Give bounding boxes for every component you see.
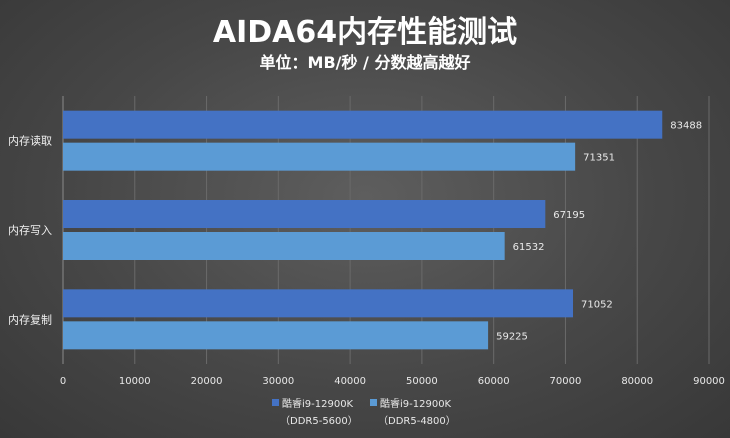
bar bbox=[63, 110, 663, 139]
legend-swatch bbox=[272, 399, 279, 406]
x-tick-label: 90000 bbox=[693, 376, 725, 387]
bar bbox=[63, 232, 505, 260]
category-label: 内存写入 bbox=[8, 223, 52, 237]
legend-label-sub: （DDR5-5600） bbox=[280, 415, 358, 427]
data-label: 71052 bbox=[581, 299, 613, 310]
bar bbox=[63, 321, 489, 350]
data-label: 83488 bbox=[670, 121, 702, 132]
x-tick-label: 0 bbox=[60, 376, 66, 387]
labels-group: 0 10000 20000 30000 40000 50000 60000 70000 8000… bbox=[8, 121, 725, 387]
legend-label-sub: （DDR5-4800） bbox=[378, 415, 456, 427]
data-label: 59225 bbox=[496, 331, 528, 342]
category-label: 内存复制 bbox=[8, 312, 52, 326]
bar bbox=[63, 289, 573, 318]
x-tick-label: 60000 bbox=[478, 376, 510, 387]
chart-subtitle: 单位：MB/秒 / 分数越高越好 bbox=[260, 53, 471, 72]
bars-group bbox=[63, 110, 663, 350]
chart-title: AIDA64内存性能测试 bbox=[213, 15, 517, 50]
x-tick-label: 40000 bbox=[334, 376, 366, 387]
x-tick-label: 20000 bbox=[191, 376, 223, 387]
bar bbox=[63, 142, 576, 171]
category-label: 内存读取 bbox=[8, 134, 52, 148]
legend: 酷睿i9-12900K （DDR5-5600） 酷睿i9-12900K （DDR5-4… bbox=[272, 397, 456, 427]
x-tick-label: 50000 bbox=[406, 376, 438, 387]
data-label: 61532 bbox=[513, 242, 545, 253]
data-label: 71351 bbox=[583, 153, 615, 164]
legend-label: 酷睿i9-12900K bbox=[282, 397, 354, 410]
x-tick-label: 30000 bbox=[262, 376, 294, 387]
legend-label: 酷睿i9-12900K bbox=[380, 397, 452, 410]
gridlines bbox=[62, 96, 710, 364]
bar bbox=[63, 200, 546, 228]
x-tick-label: 10000 bbox=[119, 376, 151, 387]
data-label: 67195 bbox=[553, 210, 585, 221]
legend-swatch bbox=[370, 399, 377, 406]
x-tick-label: 80000 bbox=[621, 376, 653, 387]
x-tick-label: 70000 bbox=[550, 376, 582, 387]
